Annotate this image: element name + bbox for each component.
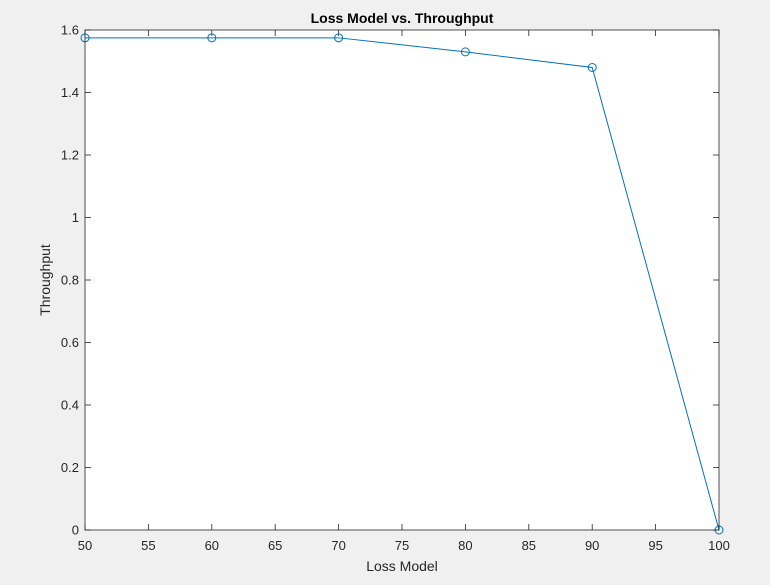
plot-area bbox=[85, 30, 719, 530]
series-layer bbox=[80, 33, 724, 535]
x-tick-label: 80 bbox=[458, 538, 472, 553]
series-line bbox=[85, 37, 720, 531]
y-tick-label: 0.2 bbox=[61, 460, 79, 475]
x-tick-label: 100 bbox=[708, 538, 730, 553]
axes-box bbox=[84, 29, 720, 531]
x-tick-label: 70 bbox=[331, 538, 345, 553]
y-axis-label: Throughput bbox=[37, 244, 53, 316]
data-point bbox=[460, 47, 470, 57]
x-tick-label: 75 bbox=[395, 538, 409, 553]
data-point bbox=[587, 63, 597, 72]
y-tick-label: 0.6 bbox=[61, 335, 79, 350]
x-tick-label: 55 bbox=[141, 538, 155, 553]
y-tick-label: 0 bbox=[72, 523, 79, 538]
data-point bbox=[334, 33, 344, 43]
y-tick-label: 1 bbox=[72, 210, 79, 225]
y-tick-label: 0.8 bbox=[61, 273, 79, 288]
x-axis-label: Loss Model bbox=[366, 558, 438, 574]
data-point bbox=[207, 33, 217, 43]
x-tick-label: 90 bbox=[585, 538, 599, 553]
y-tick-label: 1.4 bbox=[61, 85, 79, 100]
y-tick-label: 1.2 bbox=[61, 148, 79, 163]
y-tick-label: 0.4 bbox=[61, 398, 79, 413]
x-tick-label: 60 bbox=[205, 538, 219, 553]
chart-title: Loss Model vs. Throughput bbox=[311, 10, 494, 26]
tick-labels: 50 55 60 65 70 75 80 85 90 95 100 0 0.2 0.4 0.6 0.8 1 1.2… bbox=[61, 23, 730, 554]
x-tick-label: 95 bbox=[648, 538, 662, 553]
x-tick-label: 50 bbox=[78, 538, 92, 553]
x-tick-label: 85 bbox=[522, 538, 536, 553]
y-tick-label: 1.6 bbox=[61, 23, 79, 38]
x-tick-label: 65 bbox=[268, 538, 282, 553]
